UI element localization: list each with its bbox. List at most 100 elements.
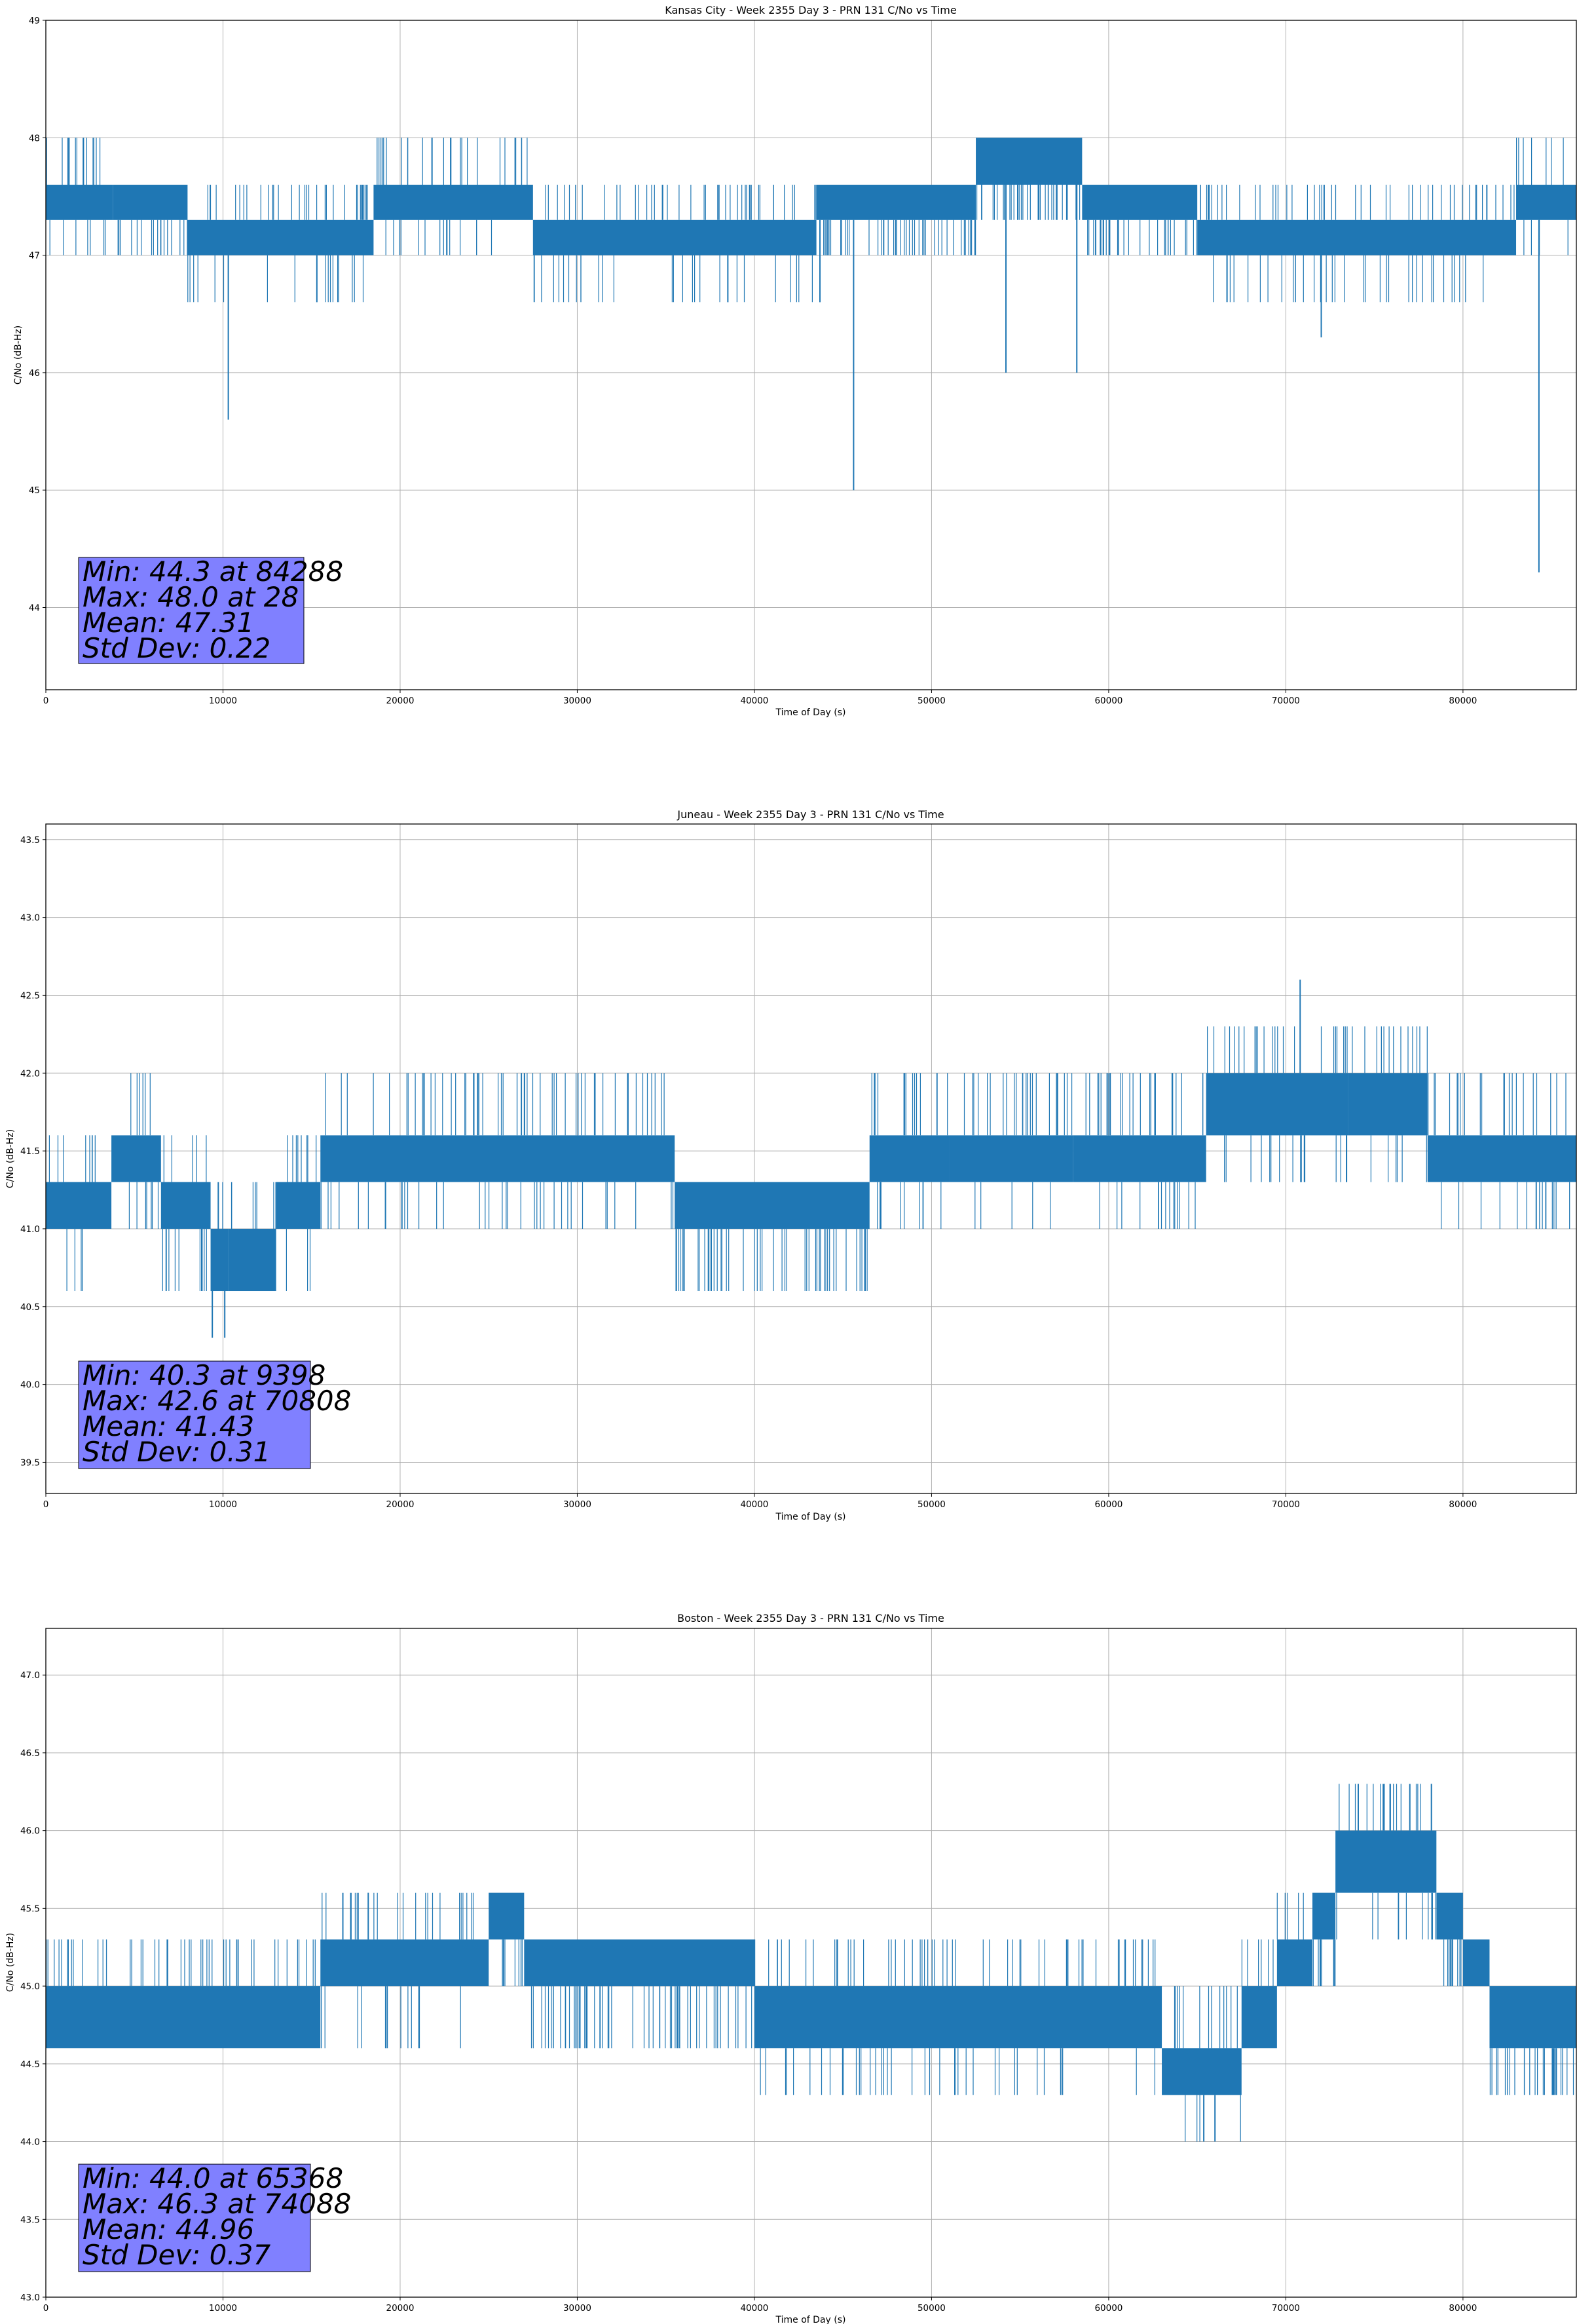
series-band <box>187 219 374 255</box>
series-trace <box>320 1073 674 1229</box>
chart-title: Kansas City - Week 2355 Day 3 - PRN 131 … <box>665 4 956 16</box>
series-trace <box>187 185 368 303</box>
series-trace <box>286 1135 317 1291</box>
y-tick-labels: 43.0 43.5 44.0 44.5 45.0 45.5 46.0 46.5 47.0 <box>20 1670 46 2303</box>
x-tick-label: 40000 <box>740 696 768 706</box>
series-trace <box>1207 1026 1348 1182</box>
series-band <box>1516 185 1576 220</box>
series-trace <box>754 1939 1156 2095</box>
stat-mean: Mean: 41.43 <box>83 1410 254 1442</box>
series-band <box>46 1182 112 1229</box>
series-trace <box>1336 1784 1436 1940</box>
stat-std: Std Dev: 0.37 <box>83 2239 270 2271</box>
series-band <box>1082 185 1198 220</box>
x-tick-label: 0 <box>43 2303 49 2314</box>
series-band <box>532 219 817 255</box>
y-tick-label: 44.5 <box>20 2059 40 2070</box>
series-band <box>1436 1892 1463 1940</box>
y-tick-label: 41.5 <box>20 1146 40 1157</box>
series-trace <box>1200 185 1515 303</box>
series-trace <box>217 1182 223 1229</box>
series-band <box>816 185 976 220</box>
x-tick-label: 10000 <box>209 2303 237 2314</box>
series-trace <box>502 1939 523 1987</box>
y-tick-label: 39.5 <box>20 1457 40 1468</box>
stat-max: Max: 42.6 at 70808 <box>83 1385 351 1417</box>
series-trace <box>117 219 188 255</box>
data-layer <box>45 138 1576 572</box>
series-band <box>1197 219 1517 255</box>
series-trace <box>1276 1892 1304 1940</box>
stat-mean: Mean: 47.31 <box>83 607 254 639</box>
series-trace <box>1087 219 1198 255</box>
series-band <box>373 185 533 220</box>
grid-layer <box>45 1628 1576 2298</box>
series-band <box>675 1182 870 1229</box>
series-band <box>1335 1830 1437 1893</box>
x-tick-label: 50000 <box>918 2303 946 2314</box>
series-band <box>869 1135 950 1182</box>
y-tick-label: 45.5 <box>20 1903 40 1914</box>
x-tick-label: 20000 <box>386 696 414 706</box>
series-trace <box>1085 1073 1204 1229</box>
data-layer <box>46 979 1576 1338</box>
chart-kansas-city: Kansas City - Week 2355 Day 3 - PRN 131 … <box>13 4 1577 718</box>
y-tick-labels: 44 45 46 47 48 49 <box>29 16 46 613</box>
series-band <box>46 185 113 220</box>
series-band <box>160 1182 211 1229</box>
stats-box <box>78 557 305 664</box>
series-band <box>46 1986 321 2049</box>
x-tick-label: 20000 <box>386 1499 414 1510</box>
series-band <box>1241 1986 1277 2049</box>
x-tick-label: 10000 <box>209 696 237 706</box>
series-trace <box>1312 1939 1336 1987</box>
series-trace <box>321 1892 474 2049</box>
chart-title: Juneau - Week 2355 Day 3 - PRN 131 C/No … <box>677 808 944 821</box>
series-band <box>1206 1073 1348 1136</box>
x-tick-label: 50000 <box>918 696 946 706</box>
series-trace <box>533 185 817 303</box>
series-trace <box>675 1229 868 1291</box>
x-tick-label: 30000 <box>563 2303 591 2314</box>
series-trace <box>1241 1939 1274 1987</box>
series-trace <box>231 1182 276 1229</box>
series-band <box>976 138 1083 185</box>
y-tick-label: 46 <box>29 368 40 379</box>
stat-max: Max: 48.0 at 28 <box>83 581 299 613</box>
x-tick-label: 60000 <box>1094 1499 1122 1510</box>
y-tick-label: 43.0 <box>20 913 40 924</box>
x-tick-label: 20000 <box>386 2303 414 2314</box>
series-trace <box>377 138 528 255</box>
series-trace <box>49 138 106 255</box>
x-tick-label: 40000 <box>740 2303 768 2314</box>
series-trace <box>1489 2048 1574 2095</box>
x-tick-label: 0 <box>43 696 49 706</box>
series-band <box>276 1182 321 1229</box>
x-tick-labels: 0 10000 20000 30000 40000 50000 60000 70000 8000… <box>43 1493 1477 1510</box>
y-tick-label: 47.0 <box>20 1670 40 1681</box>
series-band <box>754 1986 1162 2049</box>
series-trace <box>871 1073 948 1229</box>
series-band <box>1312 1892 1336 1940</box>
series-band <box>320 1135 675 1182</box>
y-tick-label: 44.0 <box>20 2137 40 2148</box>
x-tick-labels: 0 10000 20000 30000 40000 50000 60000 70000 8000… <box>43 2297 1477 2314</box>
series-band <box>1162 2048 1242 2095</box>
series-trace <box>1428 1073 1570 1229</box>
y-tick-label: 40.5 <box>20 1302 40 1313</box>
y-tick-label: 43.5 <box>20 835 40 846</box>
y-tick-label: 49 <box>29 16 40 26</box>
x-axis-label: Time of Day (s) <box>775 1512 846 1522</box>
series-band <box>1427 1135 1576 1182</box>
stat-min: Min: 44.0 at 65368 <box>83 2162 343 2194</box>
series-band <box>210 1228 229 1292</box>
series-band <box>320 1939 489 1987</box>
series-trace <box>48 1135 96 1291</box>
y-tick-label: 46.5 <box>20 1748 40 1759</box>
series-band <box>1462 1939 1490 1987</box>
x-tick-label: 70000 <box>1272 1499 1300 1510</box>
y-tick-label: 42.0 <box>20 1068 40 1079</box>
x-tick-label: 80000 <box>1449 1499 1477 1510</box>
series-trace <box>530 1986 752 2049</box>
